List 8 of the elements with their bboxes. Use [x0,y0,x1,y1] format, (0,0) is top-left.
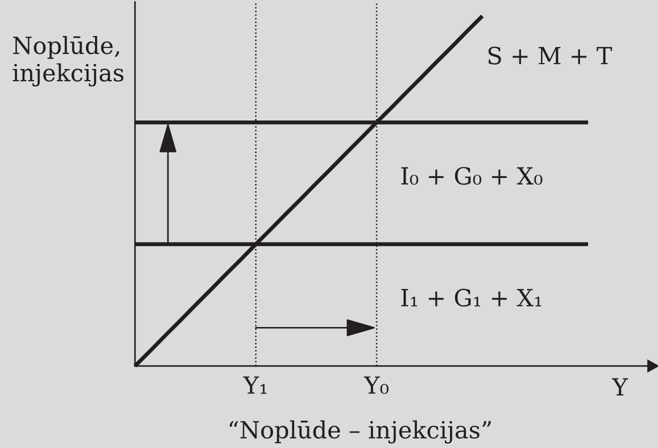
x-axis-title: Y [612,378,628,396]
series-label: S + M + T [488,46,612,65]
series-label: I₁ + G₁ + X₁ [401,288,542,307]
text: “Noplūde – injekcijas” [230,420,491,444]
x-tick-label: Y₁ [243,376,267,394]
x-tick-label: Y₀ [364,376,389,394]
y-axis-title: Noplūde, injekcijas [12,36,124,87]
series-label: I₀ + G₀ + X₀ [401,166,542,185]
